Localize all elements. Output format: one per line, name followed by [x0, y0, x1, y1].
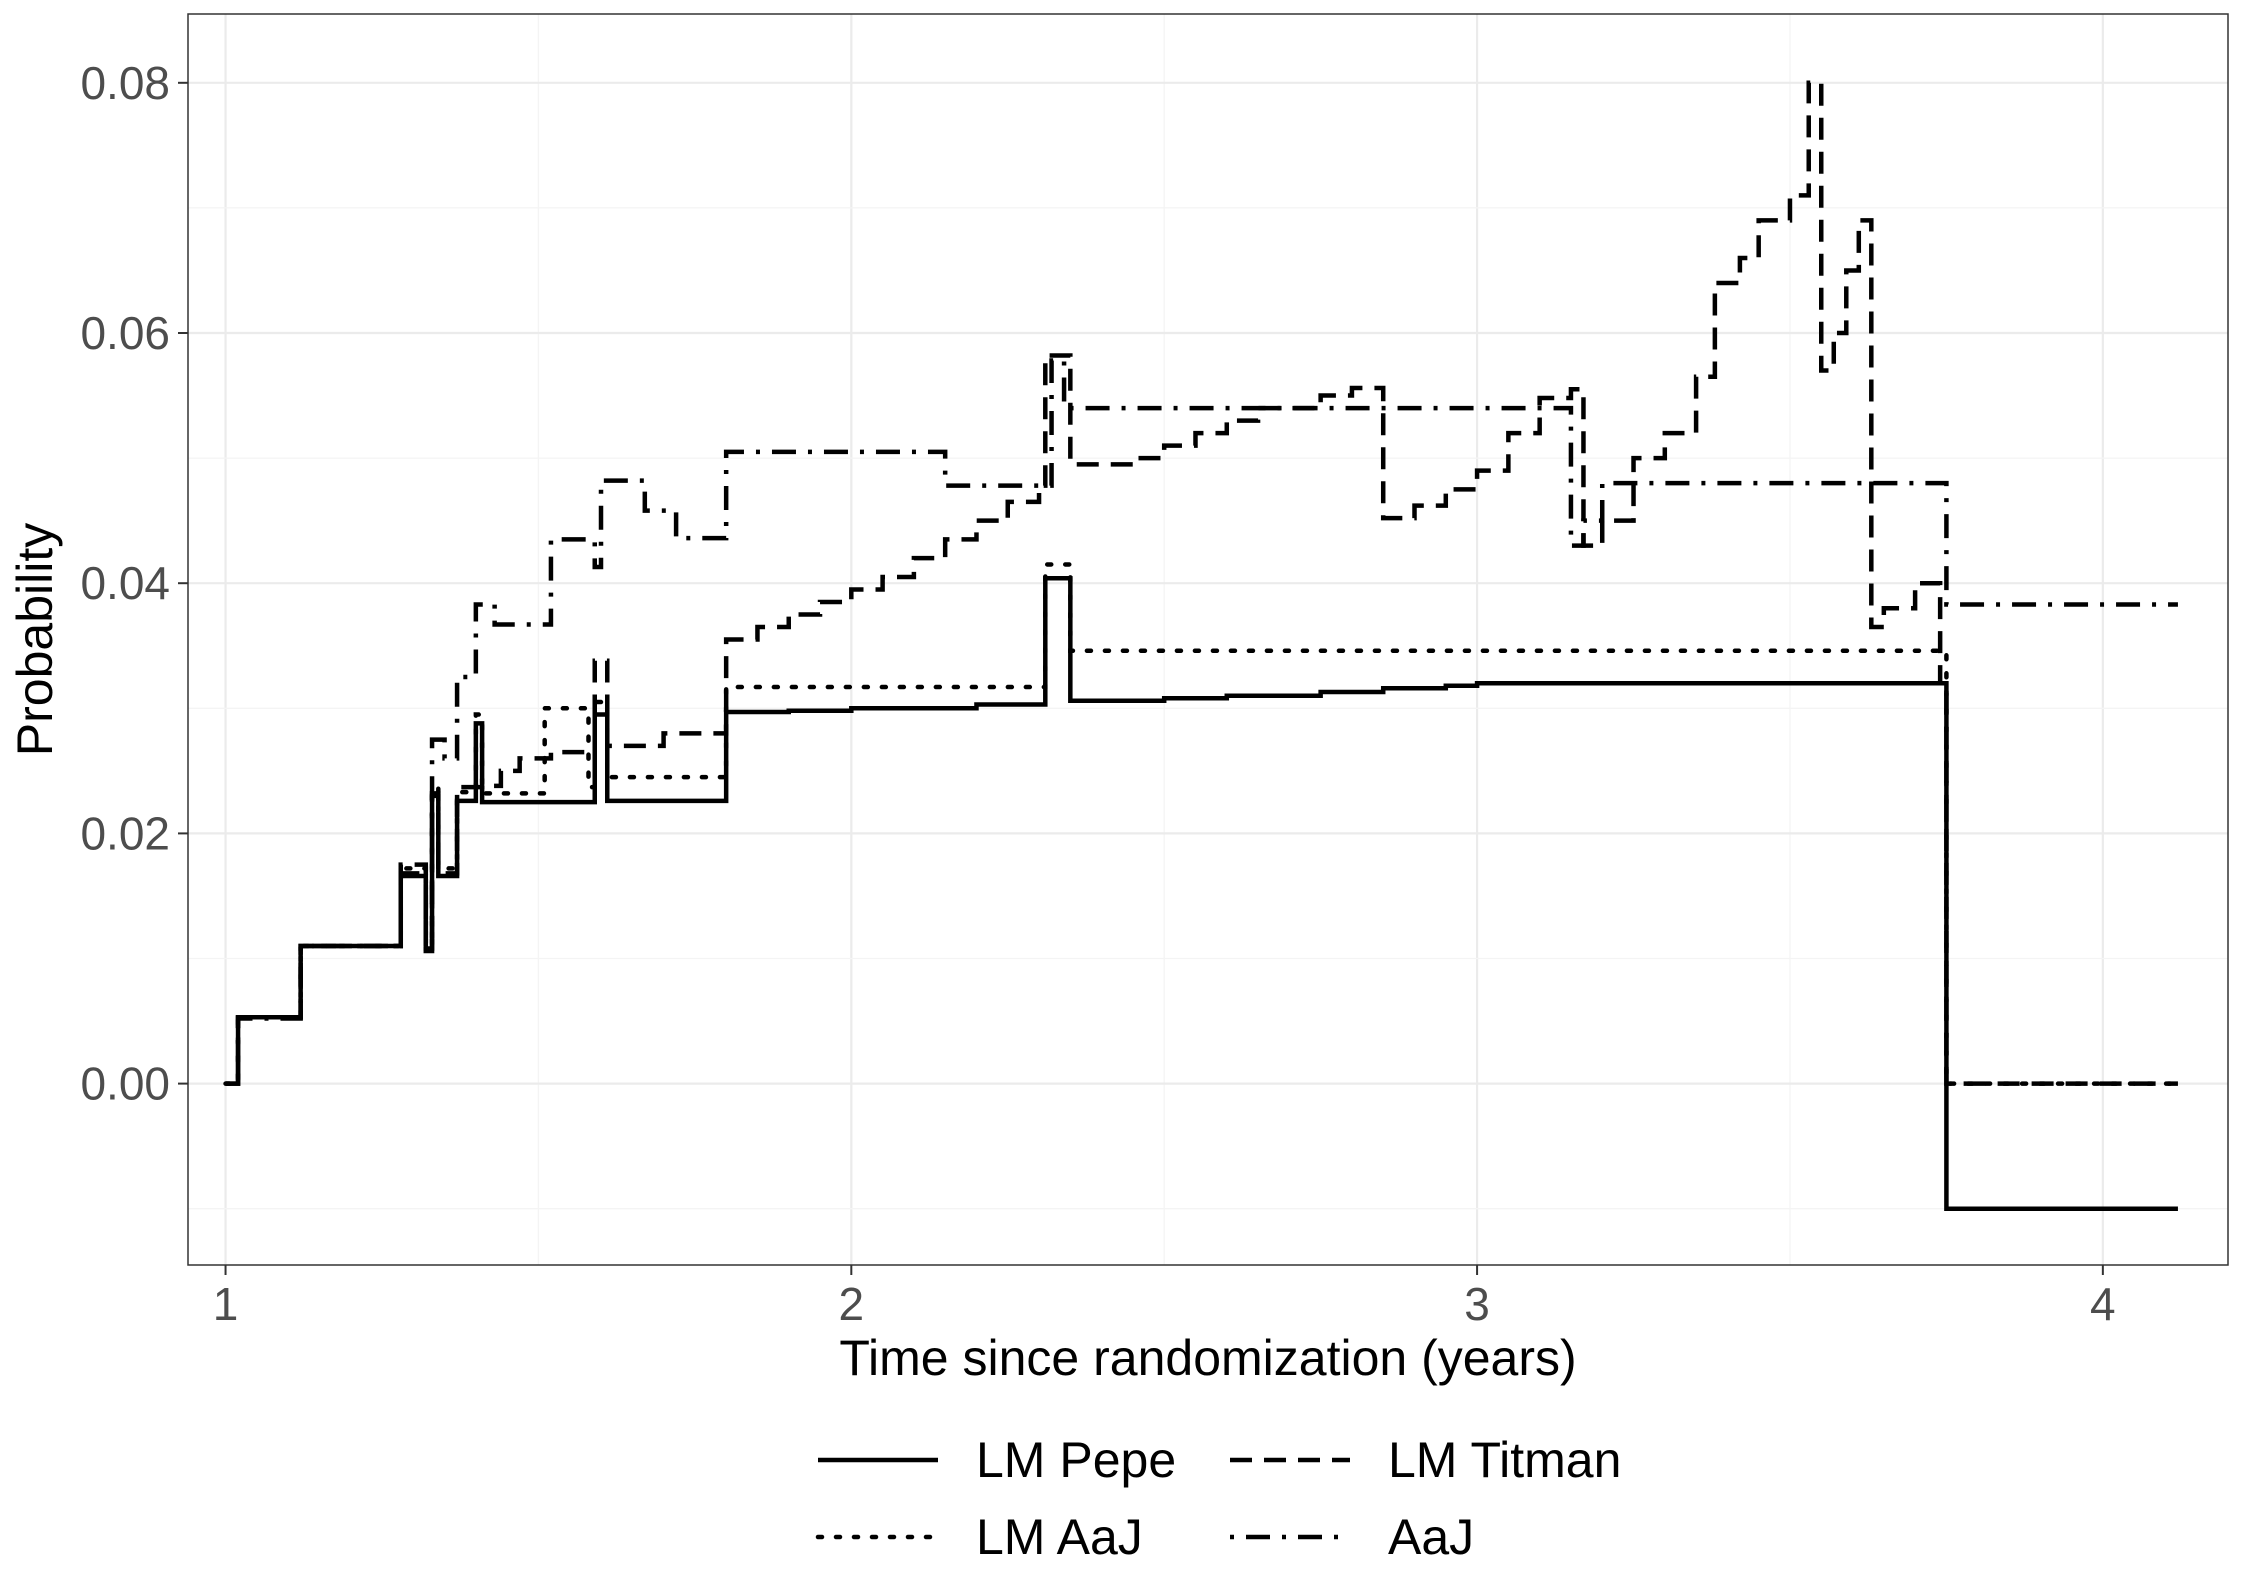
- y-tick-label-3: 0.06: [80, 307, 170, 359]
- legend-label-aaj: AaJ: [1388, 1509, 1474, 1565]
- series-line-lm-pepe: [225, 575, 2178, 1211]
- y-tick-label-0: 0.00: [80, 1058, 170, 1110]
- y-tick-label-1: 0.02: [80, 807, 170, 859]
- x-tick-label-1: 2: [839, 1278, 865, 1330]
- x-tick-label-2: 3: [1464, 1278, 1490, 1330]
- legend-label-lm-titman: LM Titman: [1388, 1432, 1621, 1488]
- x-tick-label-3: 4: [2090, 1278, 2116, 1330]
- legend: LM Pepe LM Titman LM AaJ AaJ: [815, 1432, 1621, 1565]
- series-group: [223, 80, 2181, 1211]
- grid: [188, 14, 2228, 1265]
- y-tick-label-4: 0.08: [80, 57, 170, 109]
- y-tick-label-2: 0.04: [80, 557, 170, 609]
- panel-border: [187, 13, 2229, 1266]
- x-axis-title: Time since randomization (years): [839, 1330, 1576, 1386]
- legend-label-lm-aaj: LM AaJ: [976, 1509, 1143, 1565]
- series-line-aaj: [225, 358, 2178, 1086]
- series-line-lm-titman: [225, 80, 2178, 1086]
- x-tick-label-0: 1: [213, 1278, 239, 1330]
- axes: 1 2 3 4 0.00 0.02 0.04 0.06 0.08: [80, 57, 2115, 1330]
- legend-label-lm-pepe: LM Pepe: [976, 1432, 1176, 1488]
- y-axis-title: Probability: [7, 523, 63, 756]
- series-line-lm-aaj: [223, 562, 2181, 1086]
